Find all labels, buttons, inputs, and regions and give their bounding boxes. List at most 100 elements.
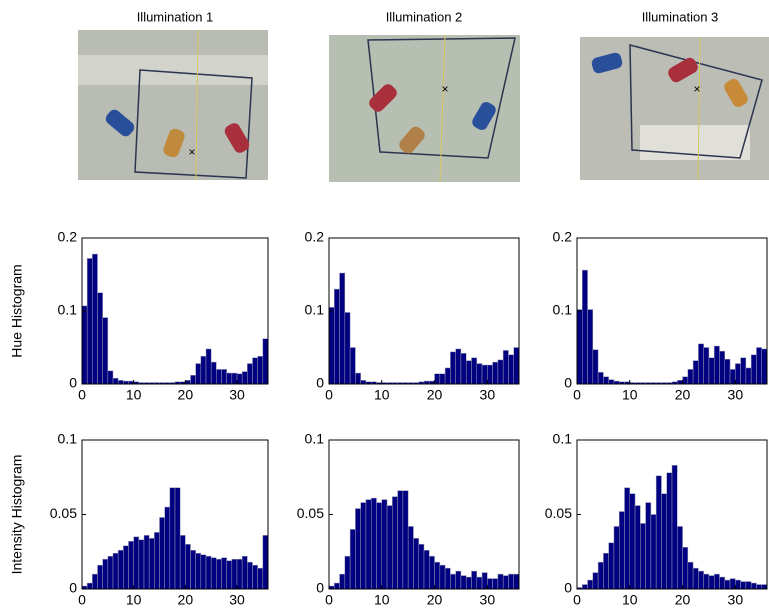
x-tick-label: 20 (427, 387, 443, 403)
bar (455, 348, 462, 385)
bar (502, 350, 509, 385)
x-tick-label: 30 (229, 387, 245, 403)
bar (247, 561, 253, 590)
column-title: Illumination 3 (642, 9, 719, 24)
bar (241, 371, 248, 385)
bar (97, 292, 103, 385)
bar (719, 350, 726, 385)
bar (205, 348, 212, 385)
bar (682, 376, 689, 385)
bar (587, 309, 594, 385)
bar (112, 377, 119, 385)
y-tick-label: 0.1 (305, 302, 325, 318)
x-tick-label: 0 (325, 387, 333, 403)
bar (497, 573, 504, 590)
bar (164, 506, 171, 590)
bar (334, 288, 340, 385)
bar (339, 573, 346, 590)
x-tick-label: 10 (374, 592, 390, 608)
x-tick-label: 30 (728, 592, 744, 608)
bar (247, 363, 253, 385)
bar (761, 584, 768, 590)
bar (231, 372, 238, 385)
y-tick-label: 0.2 (553, 229, 573, 245)
bar (740, 581, 747, 590)
bar (513, 347, 520, 385)
photo: × (580, 36, 769, 181)
x-tick-label: 10 (126, 387, 142, 403)
x-tick-label: 0 (325, 592, 333, 608)
bar (138, 539, 145, 590)
column-title: Illumination 2 (386, 9, 463, 24)
bar (703, 573, 710, 590)
bar (397, 490, 404, 590)
bar (81, 305, 88, 385)
y-tick-label: 0.1 (305, 431, 325, 447)
bar (381, 499, 388, 590)
bar (608, 379, 615, 385)
x-tick-label: 0 (78, 387, 86, 403)
y-tick-label: 0.05 (545, 505, 572, 521)
column-title: Illumination 1 (137, 9, 214, 24)
bar (750, 582, 757, 590)
y-tick-label: 0 (564, 580, 572, 596)
photo: × (78, 29, 268, 181)
bar (735, 363, 741, 385)
bar (107, 370, 114, 385)
bar (257, 356, 264, 385)
bar (713, 345, 720, 385)
bar (708, 357, 715, 385)
bar (698, 570, 704, 590)
bar (603, 552, 609, 590)
bar (195, 552, 202, 590)
bar (86, 258, 93, 385)
bar (257, 567, 264, 590)
bar (349, 347, 356, 385)
bar (423, 550, 430, 590)
bar (502, 575, 509, 590)
x-tick-label: 20 (675, 592, 691, 608)
bar (687, 369, 694, 385)
bar (645, 502, 652, 590)
bar (216, 558, 222, 590)
bar (392, 496, 398, 590)
bar (729, 578, 736, 590)
bar (117, 380, 124, 385)
bar (719, 576, 726, 590)
bar (713, 573, 720, 590)
x-tick-label: 10 (126, 592, 142, 608)
bar (650, 514, 657, 590)
x-tick-label: 30 (229, 592, 245, 608)
bar (460, 575, 467, 590)
bar (465, 360, 472, 385)
bar (434, 373, 441, 385)
bar (200, 554, 207, 590)
bar (508, 573, 514, 590)
y-tick-label: 0 (69, 375, 77, 391)
bar (492, 578, 499, 590)
bar (241, 555, 248, 590)
bar (597, 372, 604, 385)
bar (407, 526, 414, 590)
bar (386, 505, 393, 590)
bar (262, 535, 269, 590)
bar (613, 526, 620, 590)
bar (402, 490, 409, 590)
bar (262, 338, 269, 385)
bar (221, 557, 227, 590)
bar (190, 374, 196, 385)
bar (252, 357, 258, 385)
bar (724, 579, 731, 590)
bar (450, 573, 456, 590)
bar (439, 564, 446, 590)
bar (102, 558, 109, 590)
bar (355, 508, 361, 590)
bar (360, 502, 367, 590)
bar (666, 472, 673, 590)
bar (750, 354, 757, 385)
bar (487, 578, 493, 590)
bar (677, 526, 683, 590)
bar (86, 582, 93, 590)
bar (128, 541, 134, 590)
bar (692, 567, 699, 590)
